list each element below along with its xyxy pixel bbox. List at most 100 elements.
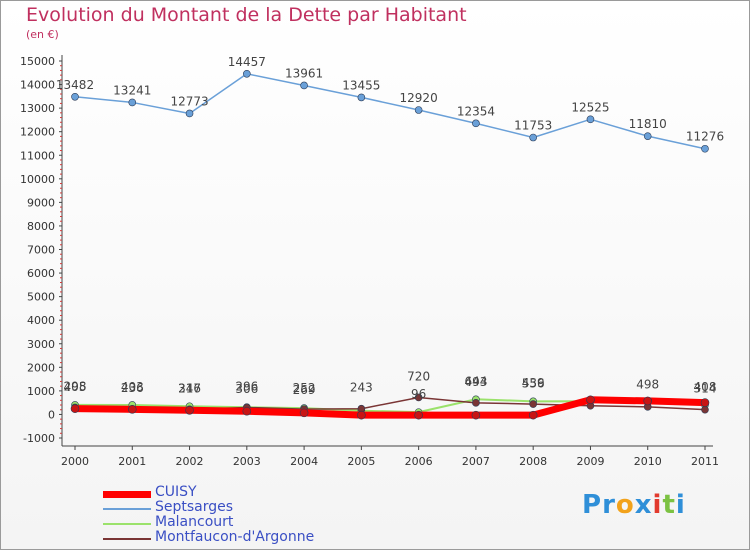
y-tick-label: -1000 bbox=[23, 432, 55, 445]
x-tick-label: 2003 bbox=[233, 455, 261, 468]
data-point bbox=[185, 405, 194, 415]
data-point bbox=[185, 109, 194, 118]
y-tick-label: 0 bbox=[48, 408, 55, 421]
data-point bbox=[472, 399, 480, 407]
data-point bbox=[586, 395, 595, 405]
y-tick-label: 2000 bbox=[27, 361, 55, 374]
data-label: 408 bbox=[694, 380, 717, 394]
legend-label-septsarges: Septsarges bbox=[155, 499, 234, 515]
data-point bbox=[643, 132, 652, 140]
chart-subtitle: (en €) bbox=[26, 28, 59, 41]
data-label: 13961 bbox=[285, 66, 323, 80]
data-label: 644 bbox=[464, 374, 487, 388]
data-point bbox=[700, 398, 710, 407]
data-point bbox=[529, 400, 537, 408]
data-label: 314 bbox=[694, 382, 717, 396]
series-line-0 bbox=[74, 396, 706, 419]
data-point bbox=[414, 106, 423, 114]
data-label: 14457 bbox=[228, 55, 266, 69]
data-label: 12354 bbox=[457, 104, 495, 118]
data-label: 12525 bbox=[571, 100, 609, 114]
data-label: 236 bbox=[121, 381, 144, 395]
x-tick-label: 2010 bbox=[634, 455, 662, 468]
y-tick-label: 10000 bbox=[20, 173, 55, 186]
y-tick-label: 14000 bbox=[20, 79, 55, 92]
x-tick-label: 2000 bbox=[61, 455, 89, 468]
logo-letter: t bbox=[662, 490, 676, 520]
data-label: 13241 bbox=[113, 83, 151, 97]
data-label: 11810 bbox=[629, 117, 667, 131]
data-label: 720 bbox=[407, 369, 430, 383]
x-tick-label: 2005 bbox=[347, 455, 375, 468]
data-point bbox=[529, 133, 537, 142]
data-point bbox=[70, 404, 80, 413]
x-tick-label: 2007 bbox=[462, 455, 490, 468]
data-point bbox=[71, 92, 79, 101]
logo-letter: x bbox=[634, 490, 653, 520]
y-tick-label: 4000 bbox=[27, 314, 55, 327]
data-label: 405 bbox=[64, 380, 87, 394]
data-label: 11276 bbox=[686, 130, 724, 144]
data-point bbox=[414, 393, 423, 402]
data-label: 347 bbox=[178, 381, 201, 395]
data-label: 11753 bbox=[514, 119, 552, 133]
data-label: 298 bbox=[64, 379, 87, 393]
y-tick-label: 6000 bbox=[27, 267, 55, 280]
data-label: 269 bbox=[293, 383, 316, 397]
logo-letter: r bbox=[602, 490, 616, 520]
data-label: 556 bbox=[522, 376, 545, 390]
x-tick-label: 2011 bbox=[691, 455, 719, 468]
data-point bbox=[528, 410, 538, 420]
x-tick-label: 2002 bbox=[176, 455, 204, 468]
x-tick-label: 2004 bbox=[290, 455, 318, 468]
data-label: 96 bbox=[411, 387, 426, 401]
data-point bbox=[586, 115, 595, 124]
legend-label-malancourt: Malancourt bbox=[155, 514, 234, 530]
data-label: 13455 bbox=[342, 78, 380, 92]
logo-letter: P bbox=[582, 490, 603, 520]
legend-swatch-cuisy bbox=[103, 491, 151, 498]
y-tick-label: 8000 bbox=[27, 220, 55, 233]
data-point bbox=[701, 144, 709, 153]
proxiti-logo: Proxiti bbox=[582, 490, 686, 520]
legend-label-montfaucon: Montfaucon-d'Argonne bbox=[155, 529, 315, 545]
data-point bbox=[357, 93, 366, 102]
legend-swatch-malancourt bbox=[103, 523, 151, 525]
data-point bbox=[300, 81, 308, 90]
chart-title: Evolution du Montant de la Dette par Hab… bbox=[26, 4, 467, 26]
data-label: 403 bbox=[121, 380, 144, 394]
data-point bbox=[701, 405, 709, 414]
data-label: 498 bbox=[636, 378, 659, 392]
x-tick-label: 2006 bbox=[405, 455, 433, 468]
logo-letter: i bbox=[652, 490, 663, 520]
data-label: 439 bbox=[522, 376, 545, 390]
legend-label-cuisy: CUISY bbox=[155, 484, 197, 500]
y-tick-label: 11000 bbox=[20, 149, 55, 162]
data-point bbox=[471, 410, 481, 420]
data-label: 306 bbox=[235, 382, 258, 396]
data-point bbox=[243, 69, 251, 78]
data-point bbox=[643, 396, 653, 406]
data-point bbox=[128, 98, 137, 107]
data-label: 252 bbox=[293, 381, 316, 395]
data-point bbox=[357, 410, 366, 420]
data-point bbox=[242, 406, 252, 416]
data-label: 493 bbox=[464, 375, 487, 389]
logo-letter: i bbox=[675, 490, 686, 520]
y-tick-label: 1000 bbox=[27, 385, 55, 398]
data-label: 12920 bbox=[400, 91, 438, 105]
y-tick-label: 5000 bbox=[27, 291, 55, 304]
logo-letter: o bbox=[615, 490, 635, 520]
data-point bbox=[472, 119, 480, 128]
x-tick-label: 2001 bbox=[118, 455, 146, 468]
series-line-1 bbox=[74, 73, 706, 150]
data-label: 216 bbox=[178, 381, 201, 395]
data-label: 13482 bbox=[56, 78, 94, 92]
y-tick-label: 12000 bbox=[20, 126, 55, 139]
legend-swatch-septsarges bbox=[103, 508, 151, 510]
y-tick-label: 9000 bbox=[27, 196, 55, 209]
y-tick-label: 3000 bbox=[27, 338, 55, 351]
data-point bbox=[127, 405, 137, 414]
